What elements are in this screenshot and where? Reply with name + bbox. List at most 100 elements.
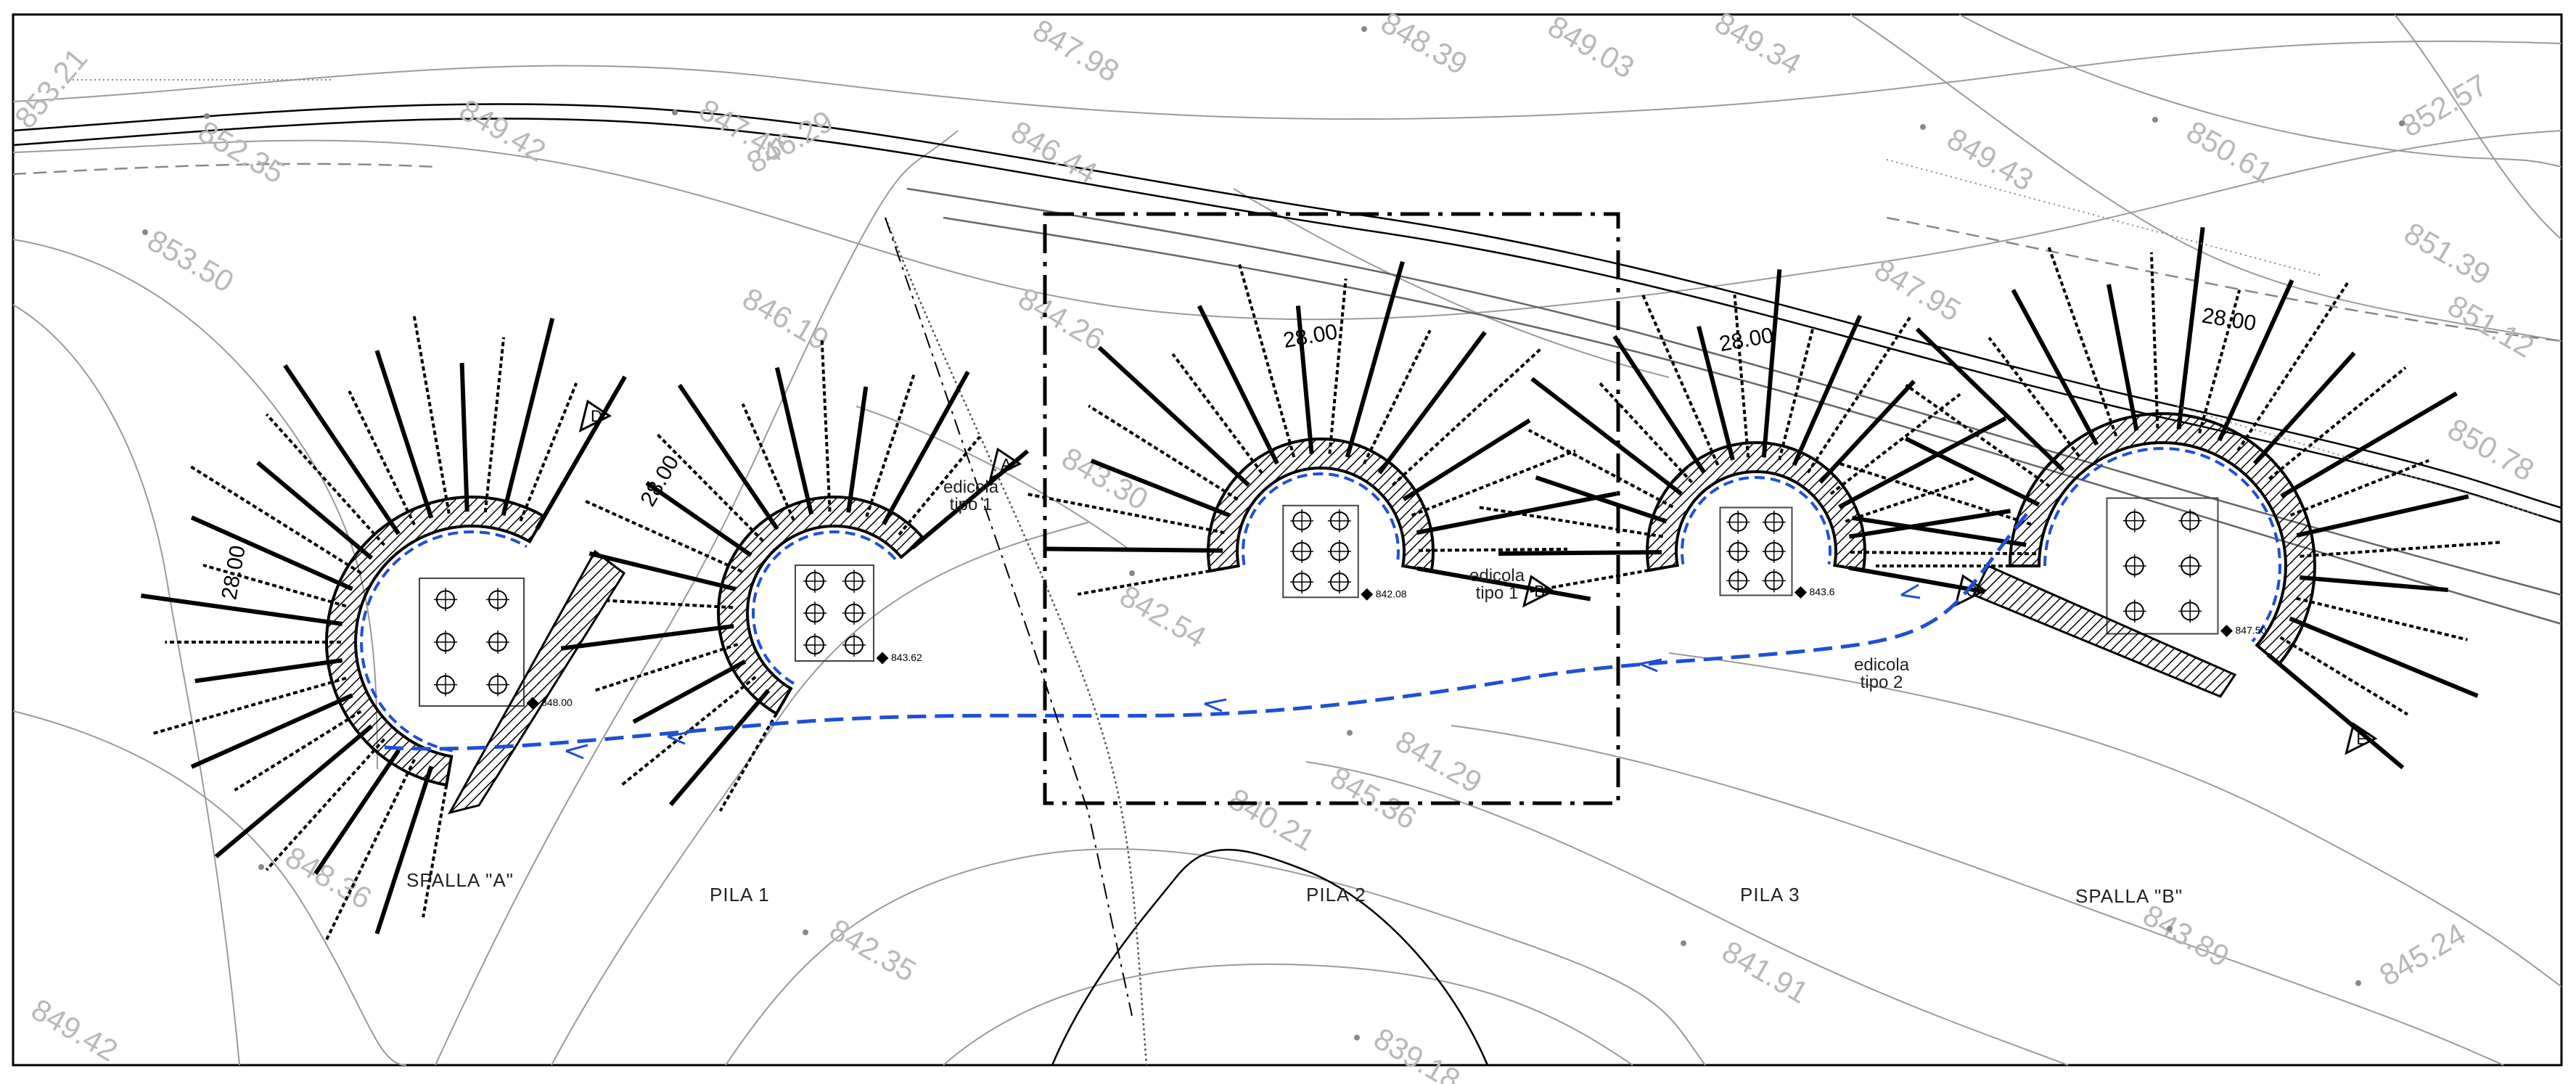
anchor-rod xyxy=(1046,546,1223,553)
note-line: edicola xyxy=(1469,566,1525,586)
anchor-rod xyxy=(2046,244,2118,437)
anchor-rod xyxy=(519,382,578,522)
sheet-border xyxy=(12,13,2563,1067)
anchor-rod xyxy=(190,515,353,591)
anchor-rod xyxy=(1530,377,1683,496)
anchor-rod xyxy=(194,658,343,683)
note-line: edicola xyxy=(943,477,999,497)
anchor-rod xyxy=(501,317,555,517)
anchor-rod xyxy=(1988,337,2080,457)
drainage-arrows xyxy=(565,583,1921,760)
anchor-rod xyxy=(1792,315,1863,467)
anchor-rod xyxy=(1829,393,1961,496)
anchor-rod xyxy=(2176,226,2205,430)
well-outline xyxy=(359,530,528,752)
anchor-rod xyxy=(594,643,739,692)
anchor-rod xyxy=(1838,416,2007,509)
anchor-rod xyxy=(2280,391,2458,498)
shell-ring xyxy=(1206,437,1435,573)
section-marker xyxy=(1522,575,1556,608)
anchor-rod xyxy=(1778,326,1815,461)
anchor-rod xyxy=(1850,551,2040,556)
anchor-rod xyxy=(2236,279,2351,452)
anchor-rod xyxy=(2266,652,2405,770)
label-pila-1: PILA 1 xyxy=(710,884,770,906)
anchor-rod xyxy=(1025,492,1225,535)
anchor-rod xyxy=(483,337,506,513)
anchor-rod xyxy=(2268,366,2407,480)
shell-ring xyxy=(1645,440,1867,572)
well-outline xyxy=(1241,472,1400,565)
pier-plinth xyxy=(419,578,525,707)
spot-marker xyxy=(1794,586,1807,599)
shell-ring xyxy=(716,495,926,716)
anchor-rod xyxy=(820,337,832,512)
anchor-rod xyxy=(2296,494,2469,538)
anchor-rod xyxy=(141,594,343,626)
anchor-rod xyxy=(645,481,752,557)
anchor-rod xyxy=(1848,565,1985,594)
note-line: tipo 1 xyxy=(1475,583,1519,603)
anchor-rod xyxy=(187,464,362,575)
section-letter: A xyxy=(1001,455,1012,473)
anchor-rod xyxy=(560,623,734,651)
anchor-rod xyxy=(265,413,386,546)
anchor-rod xyxy=(1904,436,2040,507)
note-edicola-tipo1-a: edicola tipo 1 xyxy=(943,479,998,514)
well-outline xyxy=(2043,447,2282,643)
anchor-rod xyxy=(1411,449,1576,517)
anchor-rod xyxy=(1237,261,1296,458)
anchor-rod xyxy=(1527,429,1674,509)
anchor-rod xyxy=(718,700,785,812)
anchor-rod xyxy=(2149,252,2159,429)
anchor-rod xyxy=(865,373,916,517)
anchor-rod xyxy=(1818,379,1916,484)
anchor-rod xyxy=(412,313,451,514)
foundation-pila-3: 843.628.00C xyxy=(1476,269,2040,607)
note-line: tipo 2 xyxy=(1860,673,1903,692)
anchor-rod xyxy=(1363,329,1432,464)
anchor-rod xyxy=(2300,541,2503,558)
anchor-rod xyxy=(2011,289,2099,446)
anchor-rod xyxy=(1527,566,1664,594)
anchor-rod xyxy=(1535,475,1668,524)
anchor-rod xyxy=(1328,278,1348,454)
anchor-rod xyxy=(422,770,451,918)
spot-elevation: 842.08 xyxy=(1376,588,1407,599)
anchor-rod xyxy=(1761,269,1782,458)
shell-ring xyxy=(324,495,546,787)
anchor-rod xyxy=(677,384,779,530)
embankment-slope xyxy=(1972,564,2237,698)
label-pila-2: PILA 2 xyxy=(1306,884,1366,906)
anchor-rod xyxy=(283,364,401,535)
anchor-rod xyxy=(2289,616,2479,698)
anchor-rod xyxy=(256,461,374,560)
anchor-rod xyxy=(1377,331,1487,475)
note-line: tipo 1 xyxy=(949,495,993,514)
anchor-rod xyxy=(1848,509,2011,539)
anchor-rod xyxy=(1345,260,1405,458)
label-spalla-a: SPALLA "A" xyxy=(406,869,514,891)
anchor-rod xyxy=(313,749,401,875)
anchor-rod xyxy=(265,738,386,871)
note-edicola-tipo1-b: edicola tipo 1 xyxy=(1469,567,1525,602)
section-letter: D xyxy=(591,407,602,425)
anchor-rod xyxy=(234,710,362,792)
anchor-rod xyxy=(1197,305,1279,465)
section-marker xyxy=(578,399,612,433)
anchor-rod xyxy=(1915,327,2065,472)
survey-points xyxy=(142,26,2405,1040)
anchor-rod xyxy=(588,551,737,591)
anchor-rod xyxy=(1402,418,1531,501)
anchor-rod xyxy=(1498,550,1662,556)
anchor-rod xyxy=(2296,596,2468,641)
anchor-rod xyxy=(2252,351,2356,465)
anchor-rod xyxy=(774,366,814,515)
anchor-rod xyxy=(1733,295,1750,458)
anchor-rod xyxy=(459,363,469,512)
section-letter: B xyxy=(1534,583,1545,601)
section-letter: E xyxy=(2356,730,2367,748)
